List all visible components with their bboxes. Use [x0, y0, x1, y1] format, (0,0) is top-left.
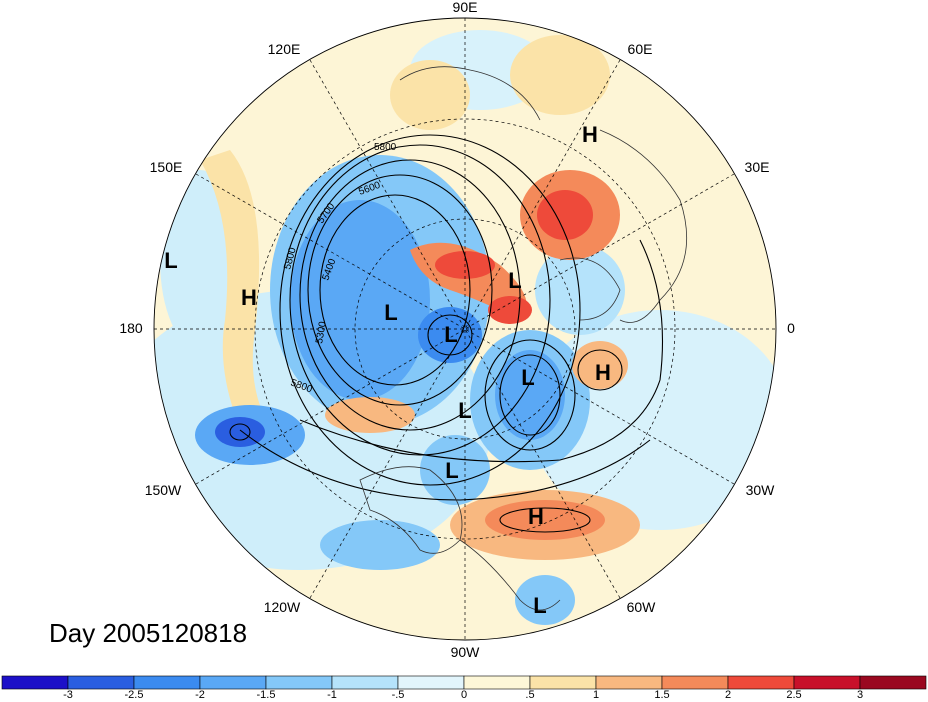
- lon-label-120w: 120W: [264, 599, 301, 615]
- colorbar-swatch: [463, 675, 531, 690]
- low-marker: L: [458, 398, 471, 423]
- colorbar-tick-label: 3: [857, 689, 863, 701]
- graticule: [153, 17, 777, 641]
- colorbar-swatch: [1, 675, 69, 690]
- pressure-centers: H H H H L L L L L L L L: [164, 122, 611, 618]
- low-marker: L: [521, 365, 534, 390]
- colorbar-swatch: [595, 675, 663, 690]
- lon-label-0: 0: [787, 320, 795, 336]
- longitude-labels: 90E 60E 30E 0 30W 60W 90W 120W 150W 180 …: [119, 0, 795, 660]
- colorbar-tick-label: -2: [195, 689, 205, 701]
- height-contours: [229, 134, 664, 533]
- coastlines: [359, 66, 688, 611]
- colorbar-tick-label: 1: [593, 689, 599, 701]
- colorbar-swatch: [265, 675, 333, 690]
- colorbar: -3 -2.5 -2 -1.5 -1 -.5 0 .5 1 1.5 2 2.5 3: [1, 675, 927, 701]
- colorbar-tick-label: -2.5: [125, 689, 144, 701]
- colorbar-swatch: [397, 675, 465, 690]
- lon-label-60w: 60W: [627, 599, 657, 615]
- contour-label: 5800: [374, 142, 397, 153]
- lon-label-180: 180: [119, 320, 143, 336]
- lon-label-120e: 120E: [268, 41, 301, 57]
- contour-label: 5300: [314, 320, 329, 344]
- colorbar-swatch: [793, 675, 861, 690]
- date-title: Day 2005120818: [49, 618, 248, 648]
- low-marker: L: [508, 268, 521, 293]
- colorbar-swatch: [199, 675, 267, 690]
- low-marker: L: [533, 593, 546, 618]
- colorbar-swatch: [859, 675, 927, 690]
- colorbar-swatch: [331, 675, 399, 690]
- lon-label-150e: 150E: [150, 159, 183, 175]
- colorbar-tick-label: 2: [725, 689, 731, 701]
- lon-label-150w: 150W: [145, 482, 182, 498]
- lon-label-90e: 90E: [453, 0, 478, 15]
- low-marker: L: [164, 248, 177, 273]
- lon-label-60e: 60E: [628, 41, 653, 57]
- high-marker: H: [241, 285, 257, 310]
- lon-label-30e: 30E: [745, 159, 770, 175]
- colorbar-tick-label: 0: [461, 689, 467, 701]
- colorbar-swatch: [529, 675, 597, 690]
- colorbar-tick-label: .5: [525, 689, 534, 701]
- colorbar-tick-label: -1.5: [257, 689, 276, 701]
- colorbar-tick-label: 2.5: [786, 689, 801, 701]
- low-marker: L: [384, 300, 397, 325]
- high-marker: H: [595, 360, 611, 385]
- lon-label-30w: 30W: [746, 482, 776, 498]
- colorbar-swatch: [133, 675, 201, 690]
- high-marker: H: [528, 504, 544, 529]
- colorbar-swatch: [67, 675, 135, 690]
- colorbar-swatch: [727, 675, 795, 690]
- lon-label-90w: 90W: [451, 644, 481, 660]
- colorbar-tick-label: -3: [63, 689, 73, 701]
- colorbar-swatch: [661, 675, 729, 690]
- colorbar-tick-label: 1.5: [654, 689, 669, 701]
- low-marker: L: [444, 322, 457, 347]
- colorbar-tick-label: -1: [327, 689, 337, 701]
- low-marker: L: [445, 458, 458, 483]
- high-marker: H: [582, 122, 598, 147]
- colorbar-tick-label: -.5: [392, 689, 405, 701]
